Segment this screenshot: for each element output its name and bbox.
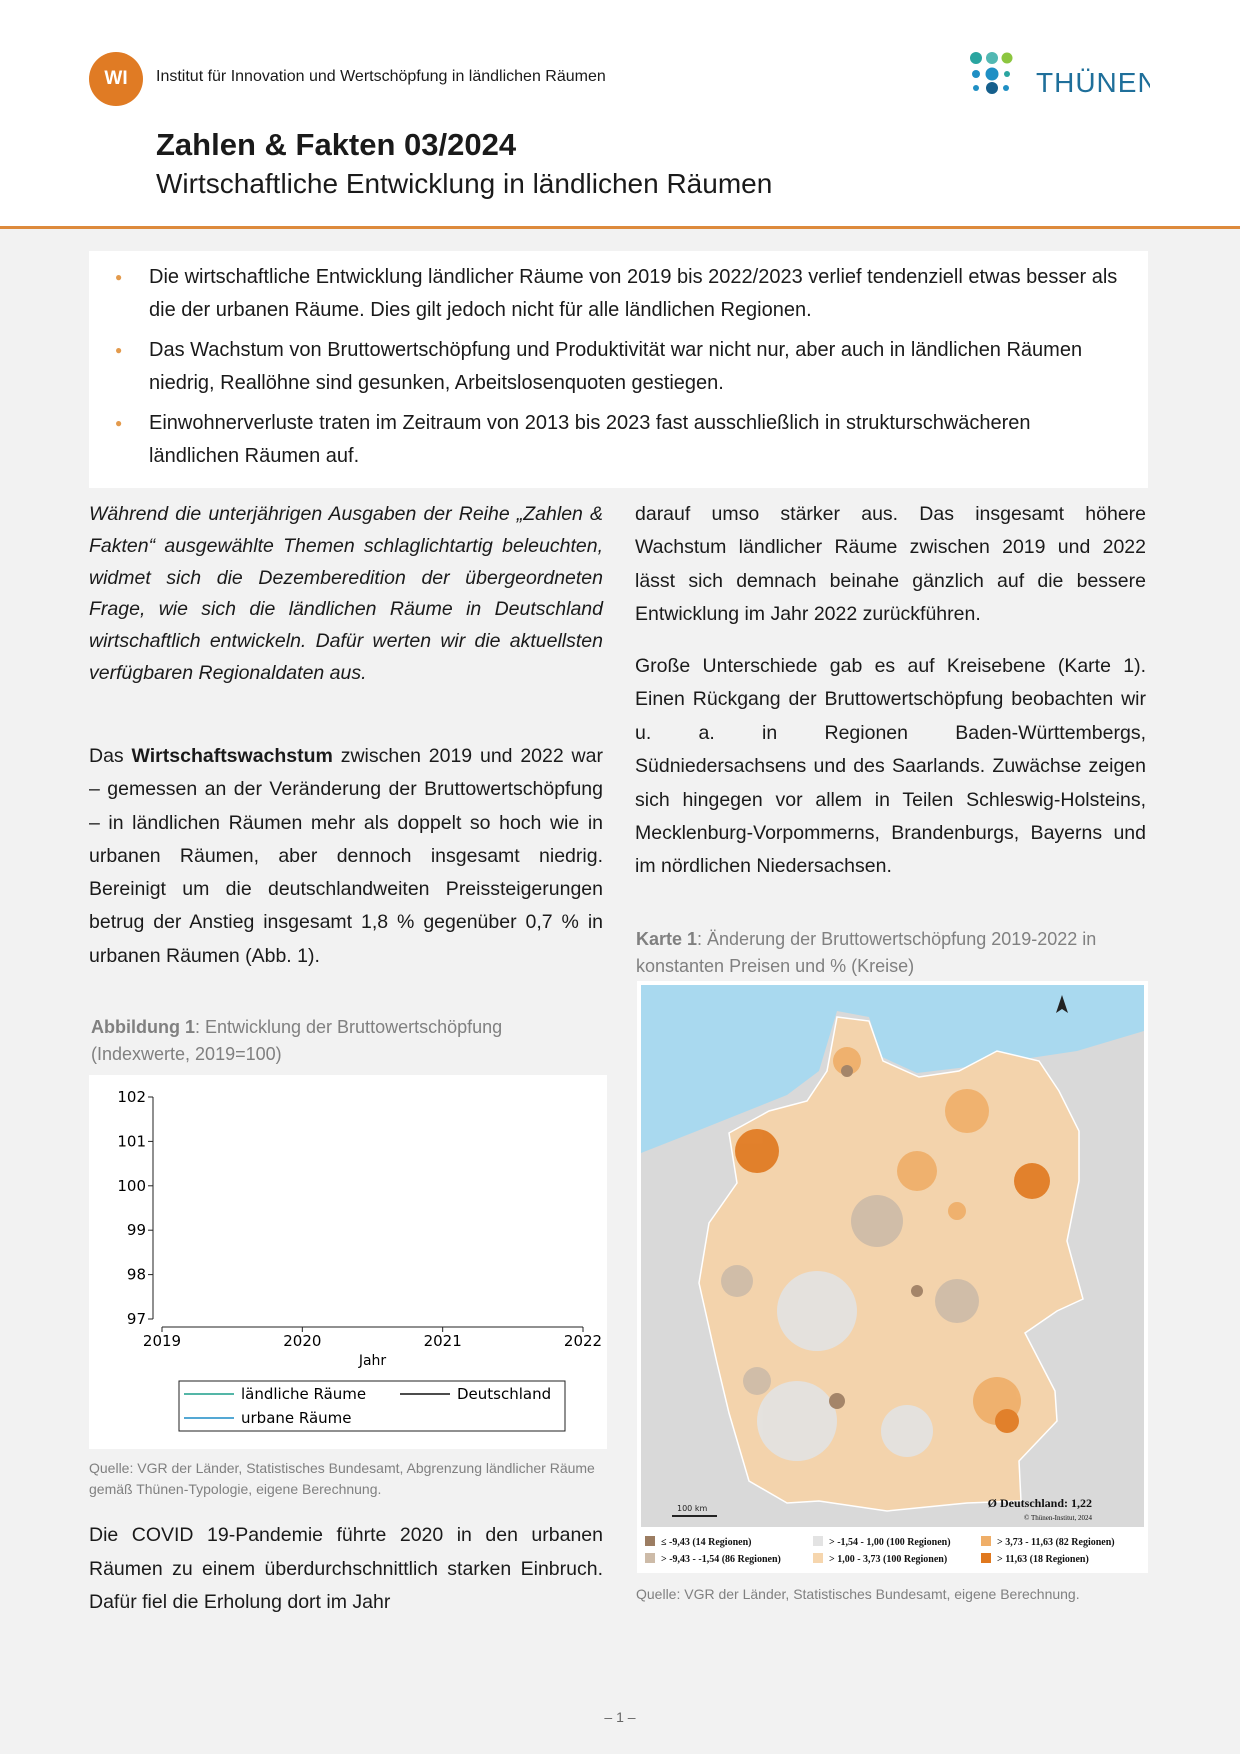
paragraph: Das Wirtschaftswachstum zwischen 2019 un… [89, 740, 603, 973]
legend-label: > 11,63 (18 Regionen) [997, 1554, 1089, 1565]
shape [757, 1381, 837, 1461]
x-tick-label: 2022 [564, 1332, 602, 1350]
sea [641, 985, 1144, 1153]
map-caption: Karte 1: Änderung der Bruttowertschöpfun… [636, 926, 1148, 980]
legend-label: ländliche Räume [241, 1385, 366, 1403]
x-tick-label: 2020 [283, 1332, 321, 1350]
bold-text: Wirtschaftswachstum [131, 745, 333, 767]
shape [985, 67, 999, 81]
header [0, 0, 1240, 229]
subtitle: Wirtschaftliche Entwicklung in ländliche… [156, 168, 773, 199]
shape [1001, 52, 1013, 64]
shape [841, 1065, 853, 1077]
shape [935, 1279, 979, 1323]
legend-label: > 3,73 - 11,63 (82 Regionen) [997, 1537, 1115, 1548]
shape [995, 1409, 1019, 1433]
shape [721, 1265, 753, 1297]
map-legend: ≤ -9,43 (14 Regionen) > -9,43 - -1,54 (86… [645, 1536, 1115, 1565]
legend-label: > 1,00 - 3,73 (100 Regionen) [829, 1554, 947, 1565]
shape [897, 1151, 937, 1191]
shape [881, 1405, 933, 1457]
figure-source: Quelle: VGR der Länder, Statistisches Bu… [89, 1460, 595, 1497]
map: 100 km Ø Deutschland: 1,22 © Thünen-Inst… [637, 981, 1148, 1573]
text: zwischen 2019 und 2022 war – gemessen an… [89, 745, 603, 967]
legend-swatch [645, 1553, 655, 1563]
shape [911, 1285, 923, 1297]
paragraph: Große Unterschiede gab es auf Kreisebene… [635, 655, 1146, 878]
x-tick-label: 2021 [424, 1332, 462, 1350]
y-tick-label: 98 [127, 1266, 146, 1284]
map-source: Quelle: VGR der Länder, Statistisches Bu… [636, 1586, 1080, 1602]
legend-swatch [981, 1553, 991, 1563]
institute: Institut für Innovation und Wertschöpfun… [156, 68, 606, 85]
shape [948, 1202, 966, 1220]
logo-text: THÜNEN [1036, 67, 1150, 98]
y-tick-label: 99 [127, 1221, 146, 1239]
caption-text: : Änderung der Bruttowertschöpfung 2019-… [636, 929, 1097, 976]
shape [970, 52, 982, 64]
shape [1014, 1163, 1050, 1199]
y-tick-label: 102 [117, 1088, 146, 1106]
page-number: – 1 – [604, 1709, 636, 1725]
shape [973, 85, 979, 91]
legend-box [178, 1380, 566, 1432]
y-tick-label: 100 [117, 1177, 146, 1195]
shape [1003, 85, 1009, 91]
bullet: Die wirtschaftliche Entwicklung ländlich… [115, 261, 1124, 327]
legend-swatch [813, 1553, 823, 1563]
legend-swatch [813, 1536, 823, 1546]
shape [851, 1195, 903, 1247]
title: Zahlen & Fakten 03/2024 [156, 127, 517, 162]
regions [721, 1047, 1050, 1461]
shape [1004, 71, 1010, 77]
summary-box: Die wirtschaftliche Entwicklung ländlich… [89, 251, 1148, 488]
legend-label: urbane Räume [241, 1409, 352, 1427]
caption-label: Abbildung 1 [91, 1017, 195, 1037]
copyright: © Thünen-Institut, 2024 [1024, 1514, 1092, 1522]
shape [945, 1089, 989, 1133]
x-axis-label: Jahr [358, 1353, 387, 1369]
y-tick-label: 101 [117, 1132, 146, 1150]
legend-swatch [981, 1536, 991, 1546]
legend-swatch [645, 1536, 655, 1546]
legend-strip [641, 1529, 1144, 1569]
x-tick-label: 2019 [143, 1332, 181, 1350]
paragraph: darauf umso stärker aus. Das insgesamt h… [635, 503, 1146, 626]
intro: Während die unterjährigen Ausgaben der R… [89, 503, 603, 684]
north-arrow [1056, 995, 1068, 1013]
shape [972, 70, 980, 78]
legend-label: > -1,54 - 1,00 (100 Regionen) [829, 1537, 951, 1548]
shape [735, 1129, 779, 1173]
legend-label: Deutschland [457, 1385, 551, 1403]
thuenen-logo: THÜNEN [970, 52, 1150, 98]
paragraph: Die COVID 19-Pandemie führte 2020 in den… [89, 1524, 603, 1613]
bullet: Das Wachstum von Bruttowertschöpfung und… [115, 334, 1124, 400]
average: Ø Deutschland: 1,22 [988, 1496, 1092, 1510]
wi-badge: WI [89, 52, 143, 106]
y-tick-label: 97 [127, 1310, 146, 1328]
bullet-list: Die wirtschaftliche Entwicklung ländlich… [115, 261, 1124, 480]
caption-label: Karte 1 [636, 929, 698, 949]
shape [833, 1047, 861, 1075]
text: Das [89, 745, 132, 767]
scale-label: 100 km [677, 1504, 707, 1513]
shape [743, 1367, 771, 1395]
shape [986, 52, 998, 64]
figure-caption: Abbildung 1: Entwicklung der Bruttowerts… [91, 1014, 603, 1068]
bullet: Einwohnerverluste traten im Zeitraum von… [115, 407, 1124, 473]
line-chart: 97 98 99 100 101 102 2019 2020 2021 2022 Jahr ländl… [89, 1075, 607, 1449]
legend-label: > -9,43 - -1,54 (86 Regionen) [661, 1554, 781, 1565]
shape [829, 1393, 845, 1409]
caption-text: : Entwicklung der Bruttowertschöpfung (I… [91, 1017, 503, 1064]
legend-label: ≤ -9,43 (14 Regionen) [661, 1537, 751, 1548]
shape [986, 82, 998, 94]
shape [777, 1271, 857, 1351]
